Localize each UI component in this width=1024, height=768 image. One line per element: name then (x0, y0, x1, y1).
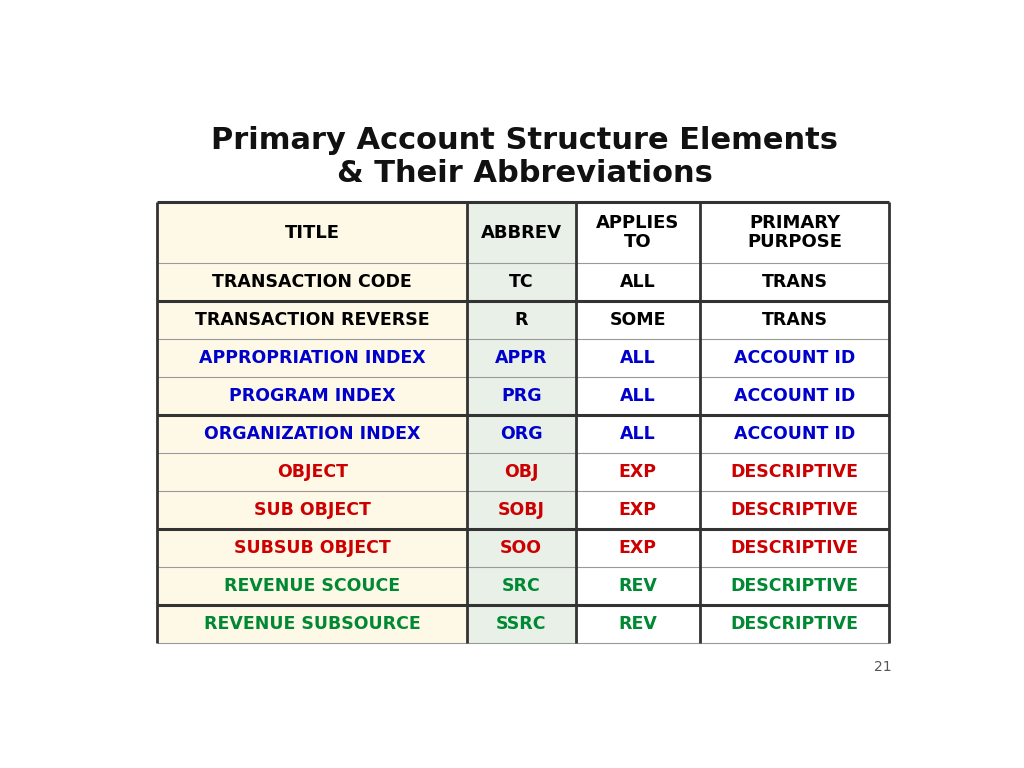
Text: PRG: PRG (501, 387, 542, 406)
Bar (467, 263, 575, 301)
Text: ABBREV: ABBREV (480, 223, 562, 242)
Text: TRANS: TRANS (762, 273, 827, 291)
Bar (575, 605, 700, 644)
Text: 21: 21 (873, 660, 891, 674)
Bar (700, 605, 889, 644)
Text: & Their Abbreviations: & Their Abbreviations (337, 159, 713, 188)
Bar (700, 301, 889, 339)
Text: DESCRIPTIVE: DESCRIPTIVE (730, 463, 858, 482)
Bar (467, 605, 575, 644)
Text: PROGRAM INDEX: PROGRAM INDEX (229, 387, 395, 406)
Bar (700, 339, 889, 377)
Text: ORG: ORG (500, 425, 543, 443)
Bar (700, 568, 889, 605)
Text: SSRC: SSRC (496, 615, 547, 634)
Text: REVENUE SCOUCE: REVENUE SCOUCE (224, 578, 400, 595)
Text: REV: REV (618, 578, 657, 595)
Text: EXP: EXP (618, 502, 656, 519)
Text: ORGANIZATION INDEX: ORGANIZATION INDEX (204, 425, 421, 443)
Bar (467, 529, 575, 568)
Bar (575, 529, 700, 568)
Bar (467, 453, 575, 492)
Bar (158, 453, 467, 492)
Text: ACCOUNT ID: ACCOUNT ID (734, 349, 855, 367)
Text: APPR: APPR (495, 349, 548, 367)
Bar (158, 377, 467, 415)
Bar (158, 605, 467, 644)
Bar (158, 339, 467, 377)
Bar (467, 568, 575, 605)
Text: APPROPRIATION INDEX: APPROPRIATION INDEX (199, 349, 426, 367)
Text: OBJ: OBJ (504, 463, 539, 482)
Bar (700, 263, 889, 301)
Text: OBJECT: OBJECT (276, 463, 348, 482)
Bar (700, 415, 889, 453)
Text: R: R (514, 311, 528, 329)
Text: SRC: SRC (502, 578, 541, 595)
Text: TRANSACTION REVERSE: TRANSACTION REVERSE (195, 311, 429, 329)
Text: TC: TC (509, 273, 534, 291)
Bar (158, 301, 467, 339)
Text: DESCRIPTIVE: DESCRIPTIVE (730, 615, 858, 634)
Bar (467, 301, 575, 339)
Text: PRIMARY: PRIMARY (749, 214, 840, 232)
Bar (575, 492, 700, 529)
Text: EXP: EXP (618, 539, 656, 558)
Text: SUBSUB OBJECT: SUBSUB OBJECT (233, 539, 390, 558)
Bar (158, 492, 467, 529)
Text: REV: REV (618, 615, 657, 634)
Bar (575, 301, 700, 339)
Bar (700, 453, 889, 492)
Text: TITLE: TITLE (285, 223, 340, 242)
Text: TRANSACTION CODE: TRANSACTION CODE (212, 273, 412, 291)
Text: ACCOUNT ID: ACCOUNT ID (734, 425, 855, 443)
Bar (467, 202, 575, 263)
Text: DESCRIPTIVE: DESCRIPTIVE (730, 578, 858, 595)
Text: ACCOUNT ID: ACCOUNT ID (734, 387, 855, 406)
Text: SOO: SOO (501, 539, 543, 558)
Text: PURPOSE: PURPOSE (748, 233, 842, 251)
Bar (575, 339, 700, 377)
Bar (700, 202, 889, 263)
Bar (158, 263, 467, 301)
Text: DESCRIPTIVE: DESCRIPTIVE (730, 502, 858, 519)
Text: Primary Account Structure Elements: Primary Account Structure Elements (211, 126, 839, 155)
Text: APPLIES: APPLIES (596, 214, 680, 232)
Bar (575, 415, 700, 453)
Text: EXP: EXP (618, 463, 656, 482)
Text: ALL: ALL (620, 349, 655, 367)
Bar (467, 492, 575, 529)
Text: DESCRIPTIVE: DESCRIPTIVE (730, 539, 858, 558)
Text: SUB OBJECT: SUB OBJECT (254, 502, 371, 519)
Text: SOME: SOME (609, 311, 666, 329)
Text: ALL: ALL (620, 387, 655, 406)
Bar (575, 202, 700, 263)
Bar (158, 568, 467, 605)
Bar (467, 415, 575, 453)
Bar (700, 377, 889, 415)
Text: TO: TO (624, 233, 651, 251)
Bar (575, 263, 700, 301)
Bar (467, 377, 575, 415)
Text: ALL: ALL (620, 273, 655, 291)
Bar (575, 377, 700, 415)
Bar (158, 529, 467, 568)
Bar (158, 415, 467, 453)
Bar (575, 568, 700, 605)
Text: ALL: ALL (620, 425, 655, 443)
Bar (700, 529, 889, 568)
Text: TRANS: TRANS (762, 311, 827, 329)
Bar (700, 492, 889, 529)
Bar (467, 339, 575, 377)
Bar (158, 202, 467, 263)
Text: SOBJ: SOBJ (498, 502, 545, 519)
Text: REVENUE SUBSOURCE: REVENUE SUBSOURCE (204, 615, 421, 634)
Bar (575, 453, 700, 492)
